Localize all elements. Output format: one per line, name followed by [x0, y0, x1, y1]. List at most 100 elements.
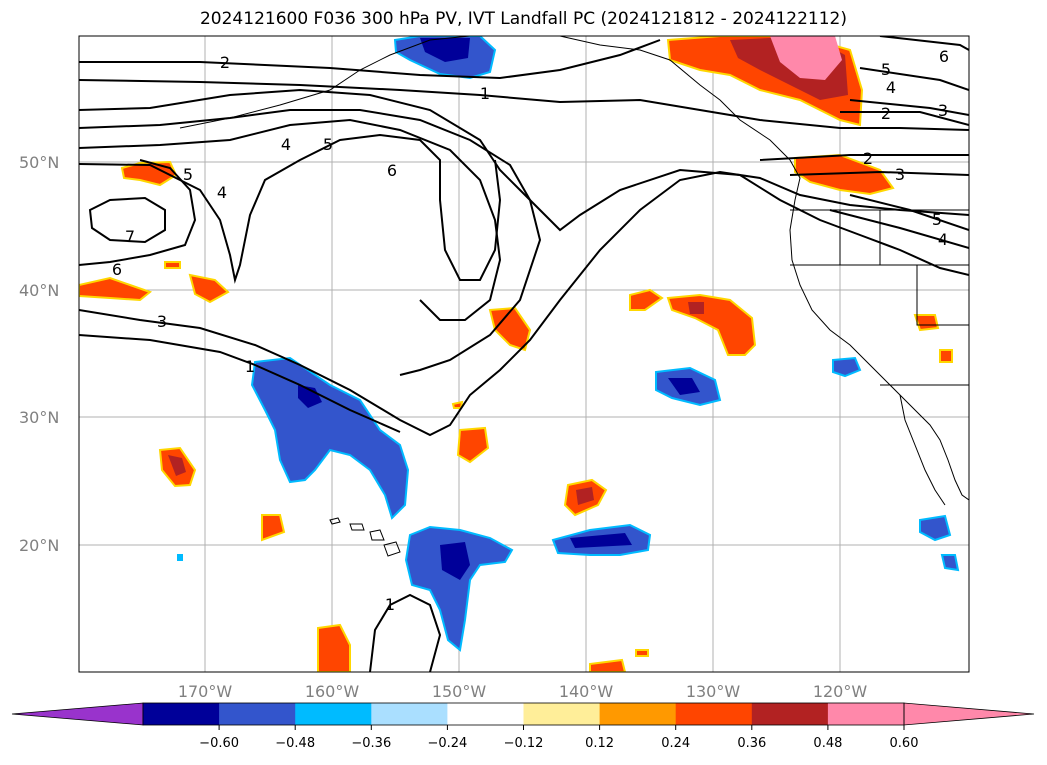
pv-contour-5	[79, 118, 502, 321]
anomaly-pos-east-1	[629, 288, 664, 311]
contour-label: 5	[881, 60, 891, 79]
anomaly-pos-dot	[451, 400, 464, 409]
anomaly-neg-baja-2	[940, 554, 960, 572]
contour-labels: 2 1 4 5 6 7 6 5 4 3 1 1 6 5 4 2 3 2 3 5 …	[112, 47, 949, 614]
pv-contour-6	[79, 133, 502, 284]
pv-contour-1-south	[79, 334, 401, 433]
anomaly-pos-west-1	[120, 160, 178, 187]
pv-contour-4	[79, 109, 542, 376]
map-title: 2024121600 F036 300 hPa PV, IVT Landfall…	[199, 9, 847, 29]
anomaly-pos-coast	[913, 314, 940, 332]
pv-contour-1-north	[79, 79, 969, 131]
pv-contour-east-3	[789, 170, 969, 176]
pv-contour-3	[79, 170, 969, 437]
pv-contour-nw-3	[849, 99, 969, 116]
anomaly-neg-south-east-core	[570, 533, 632, 548]
anomaly-pos-south-3	[635, 649, 649, 657]
lon-label: 150°W	[432, 682, 487, 701]
colorbar-tick-label: 0.60	[890, 736, 919, 751]
anomaly-pos-west-3	[188, 273, 230, 304]
colorbar-tick-label: −0.36	[351, 736, 391, 751]
contour-label: 2	[881, 104, 891, 123]
coast-hawaii	[329, 517, 401, 557]
map-area	[79, 36, 969, 672]
colorbar-ticks: −0.60 −0.48 −0.36 −0.24 −0.12 0.12 0.24 0.36 0.4…	[199, 725, 918, 751]
border-states-2	[916, 265, 969, 326]
anomaly-neg-north-core	[420, 38, 470, 62]
contour-label: 5	[183, 165, 193, 184]
anomaly-neg-south	[404, 525, 514, 652]
anomaly-pos-small-1	[456, 426, 490, 464]
pv-contours	[79, 36, 969, 672]
colorbar-bin	[751, 703, 829, 725]
anomaly-pos-nw-peak	[770, 36, 842, 80]
anomaly-pos-east-core	[688, 302, 704, 314]
contour-label: 3	[895, 165, 905, 184]
contour-label: 1	[245, 357, 255, 376]
pv-contour-east-4	[829, 209, 969, 249]
colorbar-bin	[295, 703, 372, 725]
lon-label: 120°W	[813, 682, 868, 701]
negative-anomalies	[177, 36, 960, 652]
lon-label: 160°W	[305, 682, 360, 701]
anomaly-neg-dot	[177, 554, 183, 561]
contour-label: 6	[387, 161, 397, 180]
contour-label: 3	[938, 101, 948, 120]
lat-label: 50°N	[19, 153, 59, 172]
anomaly-neg-central	[250, 356, 410, 520]
anomaly-pos-sw-core	[168, 455, 186, 476]
lon-label: 130°W	[686, 682, 741, 701]
contour-label: 5	[323, 135, 333, 154]
colorbar-under-arrow	[11, 702, 144, 726]
colorbar-bin	[675, 703, 753, 725]
coast-alaska	[179, 36, 791, 161]
anomaly-pos-south	[317, 623, 351, 672]
contour-label: 4	[886, 78, 896, 97]
pv-contour-nw-2	[859, 67, 969, 91]
contour-label: 1	[385, 595, 395, 614]
pv-contour-outer	[79, 88, 969, 276]
pv-contour-6-west	[79, 159, 197, 266]
lon-label: 170°W	[178, 682, 233, 701]
anomaly-pos-west-4	[164, 261, 181, 269]
latitude-labels: 50°N 40°N 30°N 20°N	[19, 153, 59, 555]
contour-label: 3	[157, 312, 167, 331]
anomaly-pos-coast-2	[939, 349, 953, 363]
contour-label: 6	[939, 47, 949, 66]
coastlines	[179, 36, 969, 557]
positive-anomalies	[79, 36, 953, 672]
contour-label: 7	[125, 227, 135, 246]
anomaly-pos-south-2	[589, 658, 627, 672]
contour-label: 1	[480, 84, 490, 103]
anomaly-neg-east-core	[668, 378, 700, 395]
colorbar-bin	[219, 703, 296, 725]
colorbar-bin	[371, 703, 448, 725]
colorbar-tick-label: −0.12	[504, 736, 544, 751]
contour-label: 4	[217, 183, 227, 202]
colorbar-bin	[447, 703, 524, 725]
lon-label: 140°W	[559, 682, 614, 701]
colorbar-tick-label: 0.24	[661, 736, 690, 751]
lat-label: 30°N	[19, 408, 59, 427]
colorbar-tick-label: 0.48	[813, 736, 842, 751]
longitude-labels: 170°W 160°W 150°W 140°W 130°W 120°W	[178, 682, 868, 701]
contour-label: 2	[863, 149, 873, 168]
anomaly-pos-west-2	[79, 276, 153, 302]
coast-baja	[899, 394, 946, 506]
colorbar-bin	[143, 703, 220, 725]
colorbar-over-arrow	[903, 702, 1035, 726]
colorbar: −0.60 −0.48 −0.36 −0.24 −0.12 0.12 0.24 0.36 0.4…	[11, 702, 1035, 751]
contour-label: 2	[220, 53, 230, 72]
colorbar-tick-label: −0.60	[199, 736, 239, 751]
anomaly-pos-mid-core	[576, 487, 594, 505]
pv-contour-south-1	[369, 593, 442, 672]
contour-label: 5	[932, 210, 942, 229]
colorbar-tick-label: 0.12	[585, 736, 614, 751]
colorbar-bin	[523, 703, 601, 725]
map-frame	[78, 35, 970, 673]
lat-label: 20°N	[19, 536, 59, 555]
colorbar-bin	[599, 703, 677, 725]
colorbar-bin	[827, 703, 905, 725]
border-states-1	[790, 210, 969, 266]
